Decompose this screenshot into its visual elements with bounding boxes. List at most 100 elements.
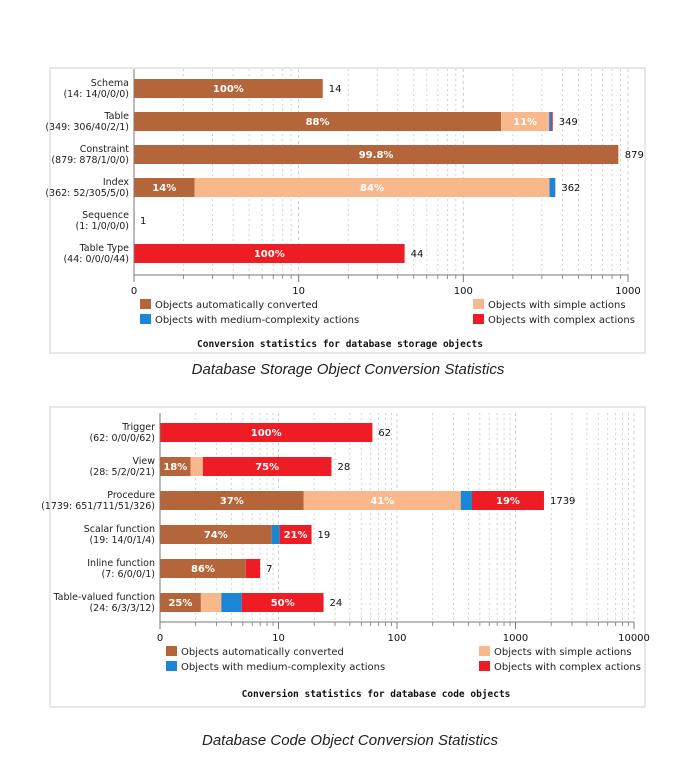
bar-segment-complex [134, 244, 405, 263]
bar-percent-label: 100% [213, 84, 244, 95]
bar-segment-simple [200, 593, 222, 612]
bar-percent-label: 37% [220, 496, 244, 507]
legend-label-complex: Objects with complex actions [494, 662, 641, 673]
x-tick-label: 1000 [615, 286, 640, 297]
category-counts-label: (62: 0/0/0/62) [89, 433, 155, 444]
bar-percent-label: 86% [191, 564, 215, 575]
bar-segment-auto [160, 593, 201, 612]
category-counts-label: (7: 6/0/0/1) [102, 569, 155, 580]
x-tick-label: 10 [272, 633, 285, 644]
storage-chart-bars: 100% 14 88% 11% 349 99.8% 879 14% 84% 362 1 100% 44 [134, 79, 644, 263]
bar-segment-auto [160, 525, 272, 544]
x-tick-label: 1000 [503, 633, 528, 644]
category-label: Index [103, 177, 130, 188]
category-label: Sequence [82, 210, 129, 221]
code-chart-grid [195, 413, 635, 622]
bar-percent-label: 100% [254, 249, 285, 260]
storage-chart-legend: Objects automatically converted Objects w… [140, 299, 635, 326]
legend-swatch-medium [166, 661, 177, 671]
legend-label-simple: Objects with simple actions [494, 647, 632, 658]
category-label: Constraint [80, 144, 130, 155]
bar-segment-auto [134, 145, 619, 164]
bar-total-label: 14 [329, 84, 342, 95]
legend-swatch-auto [166, 646, 177, 656]
bar-percent-label: 41% [370, 496, 394, 507]
bar-percent-label: 25% [168, 598, 192, 609]
category-label: Scalar function [84, 524, 155, 535]
bar-percent-label: 99.8% [359, 150, 394, 161]
storage-chart-category-labels: Schema(14: 14/0/0/0) Table(349: 306/40/2/… [45, 78, 129, 265]
bar-segment-complex [245, 559, 261, 578]
bar-percent-label: 14% [152, 183, 176, 194]
storage-chart-title: Conversion statistics for database stora… [197, 339, 483, 350]
bar-total-label: 24 [330, 598, 343, 609]
bar-segment-simple [501, 112, 550, 131]
x-tick-label: 10000 [618, 633, 650, 644]
bar-segment-complex [471, 491, 544, 510]
bar-segment-auto [134, 112, 502, 131]
bar-segment-auto [160, 491, 304, 510]
legend-label-medium: Objects with medium-complexity actions [181, 662, 385, 673]
code-chart-x-axis: 0 10 100 1000 10000 [157, 413, 650, 644]
legend-label-auto: Objects automatically converted [181, 647, 344, 658]
code-chart-legend: Objects automatically converted Objects w… [166, 646, 641, 673]
category-counts-label: (349: 306/40/2/1) [45, 122, 129, 133]
bar-segment-complex [202, 457, 332, 476]
bar-segment-complex [279, 525, 312, 544]
bar-total-label: 44 [411, 249, 424, 260]
code-chart-category-labels: Trigger(62: 0/0/0/62) View(28: 5/2/0/21) P… [41, 422, 155, 614]
legend-swatch-simple [473, 299, 484, 309]
bar-segment-medium [460, 491, 472, 510]
category-counts-label: (28: 5/2/0/21) [89, 467, 155, 478]
bar-percent-label: 88% [306, 117, 330, 128]
code-chart-caption: Database Code Object Conversion Statisti… [202, 732, 498, 749]
bar-total-label: 1 [140, 216, 146, 227]
bar-segment-complex [241, 593, 324, 612]
bar-total-label: 349 [559, 117, 578, 128]
bar-percent-label: 19% [496, 496, 520, 507]
category-label: Procedure [107, 490, 155, 501]
code-chart-bars: 100% 62 18% 75% 28 37% 41% 19% 1739 74% 21% 19 86% 7 2… [160, 423, 575, 612]
bar-segment-auto [160, 457, 191, 476]
bar-total-label: 19 [318, 530, 331, 541]
storage-chart-grid [183, 69, 629, 275]
storage-chart-caption: Database Storage Object Conversion Stati… [192, 361, 505, 378]
legend-label-simple: Objects with simple actions [488, 300, 626, 311]
category-counts-label: (362: 52/305/5/0) [45, 188, 129, 199]
bar-segment-medium [549, 112, 552, 131]
bar-total-label: 362 [561, 183, 580, 194]
bar-segment-medium [221, 593, 242, 612]
category-label: Schema [91, 78, 129, 89]
x-tick-label: 100 [387, 633, 406, 644]
code-objects-chart: 100% 62 18% 75% 28 37% 41% 19% 1739 74% 21% 19 86% 7 2… [41, 406, 650, 708]
category-counts-label: (1739: 651/711/51/326) [41, 501, 155, 512]
x-tick-label: 10 [292, 286, 305, 297]
bar-segment-complex [160, 423, 373, 442]
category-label: Table-valued function [52, 592, 155, 603]
x-tick-label: 0 [131, 286, 137, 297]
bar-segment-simple [194, 178, 550, 197]
bar-percent-label: 21% [284, 530, 308, 541]
bar-percent-label: 50% [271, 598, 295, 609]
bar-total-label: 62 [378, 428, 391, 439]
category-counts-label: (19: 14/0/1/4) [89, 535, 155, 546]
legend-swatch-complex [473, 314, 484, 324]
storage-chart-x-axis: 0 10 100 1000 [131, 69, 641, 297]
bar-total-label: 879 [625, 150, 644, 161]
bar-segment-auto [134, 79, 323, 98]
bar-segment-complex [551, 112, 553, 131]
category-label: View [132, 456, 155, 467]
bar-total-label: 1739 [550, 496, 575, 507]
category-label: Table Type [79, 243, 130, 254]
x-tick-label: 100 [454, 286, 473, 297]
category-counts-label: (879: 878/1/0/0) [51, 155, 129, 166]
category-label: Trigger [121, 422, 155, 433]
category-label: Table [103, 111, 129, 122]
legend-label-medium: Objects with medium-complexity actions [155, 315, 359, 326]
category-counts-label: (24: 6/3/3/12) [89, 603, 155, 614]
bar-segment-medium [271, 525, 280, 544]
legend-swatch-medium [140, 314, 151, 324]
bar-segment-simple [190, 457, 203, 476]
